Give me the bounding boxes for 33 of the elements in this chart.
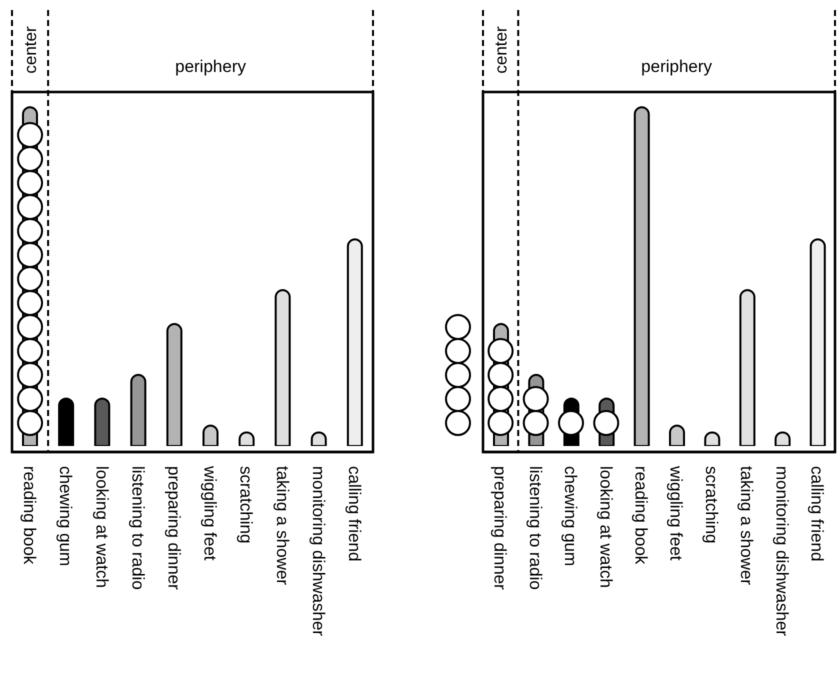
x-tick-label: monitoring dishwasher bbox=[308, 466, 328, 636]
x-tick-label: reading book bbox=[631, 466, 650, 565]
text: center bbox=[492, 26, 511, 74]
bar bbox=[58, 398, 74, 446]
x-tick-label: preparing dinner bbox=[164, 466, 184, 590]
x-tick-label: wiggling feet bbox=[666, 465, 686, 561]
text: periphery bbox=[641, 57, 713, 76]
x-tick-label: chewing gum bbox=[561, 466, 580, 566]
x-tick-label: scratching bbox=[236, 466, 256, 544]
x-tick-label: monitoring dishwasher bbox=[772, 466, 792, 636]
x-tick-label: looking at watch bbox=[596, 466, 616, 588]
bar bbox=[274, 289, 291, 446]
bar bbox=[346, 238, 363, 446]
x-tick-label: reading book bbox=[20, 466, 40, 565]
x-tick-label: scratching bbox=[702, 466, 721, 544]
bar bbox=[634, 106, 650, 446]
bar bbox=[94, 398, 110, 446]
text: center bbox=[21, 26, 40, 74]
x-tick-label: taking a shower bbox=[272, 466, 292, 586]
bar bbox=[166, 323, 182, 446]
x-tick-label: listening to radio bbox=[128, 466, 148, 590]
text: periphery bbox=[175, 57, 246, 76]
x-tick-label: taking a shower bbox=[737, 466, 756, 586]
x-tick-label: chewing gum bbox=[56, 466, 76, 566]
x-tick-label: wiggling feet bbox=[200, 465, 220, 561]
x-tick-label: preparing dinner bbox=[490, 466, 510, 590]
x-tick-label: listening to radio bbox=[526, 466, 545, 590]
bar bbox=[739, 289, 756, 446]
x-tick-label: calling friend bbox=[345, 466, 364, 562]
bar bbox=[810, 238, 826, 446]
x-tick-label: calling friend bbox=[807, 466, 826, 562]
x-tick-label: looking at watch bbox=[92, 466, 112, 588]
bar bbox=[130, 374, 146, 446]
